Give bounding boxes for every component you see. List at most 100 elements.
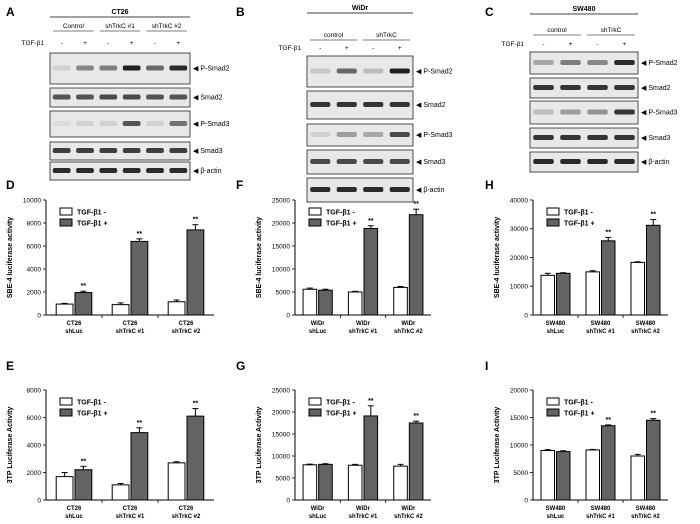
bar xyxy=(646,224,661,316)
treatment-label: TGF-β1 xyxy=(501,41,524,48)
bar xyxy=(556,451,571,501)
blot-strip xyxy=(529,77,639,99)
y-tick-label: 2000 xyxy=(27,289,42,296)
group-label: Control xyxy=(63,23,85,30)
legend-entry: TGF-β1 - xyxy=(77,400,106,407)
band xyxy=(533,60,554,65)
band xyxy=(76,148,94,153)
legend-entry: TGF-β1 - xyxy=(564,400,593,407)
band xyxy=(146,121,164,126)
bar xyxy=(363,228,379,316)
bar xyxy=(540,274,555,316)
chart-h: H 0 10000 20000 30000 40000 SBE-4 luciferase a… xyxy=(485,178,668,335)
y-tick-label: 10000 xyxy=(510,284,528,291)
band xyxy=(560,60,581,65)
y-tick-label: 25000 xyxy=(272,197,290,204)
band xyxy=(389,102,410,107)
bar xyxy=(55,303,74,316)
band xyxy=(336,68,357,74)
y-axis-title: 3TP Luciferase Activity xyxy=(256,407,263,484)
y-tick-label: 30000 xyxy=(510,226,528,233)
band xyxy=(389,132,410,137)
y-tick-label: 10000 xyxy=(272,453,290,460)
band xyxy=(560,135,581,140)
band xyxy=(310,187,331,192)
bar xyxy=(74,292,93,316)
significance-mark: ** xyxy=(368,218,374,225)
band xyxy=(336,159,357,164)
band xyxy=(533,159,554,164)
bar xyxy=(646,419,661,501)
group-label: control xyxy=(324,32,344,39)
legend-entry: TGF-β1 - xyxy=(77,210,106,217)
band xyxy=(169,121,188,126)
category-label: WiDr xyxy=(401,506,416,512)
bar xyxy=(585,271,600,316)
bar xyxy=(186,415,205,501)
lane-sign: - xyxy=(319,45,321,52)
chart-f: F 0 5000 10000 15000 20000 25000 SBE-4 lucifera… xyxy=(236,178,431,335)
band-label: ◀ Smad3 xyxy=(416,159,446,166)
treatment-label: TGF-β1 xyxy=(278,45,301,52)
category-label: WiDr xyxy=(401,321,416,327)
bar xyxy=(363,415,379,501)
category-label: WiDr xyxy=(311,506,326,512)
band-label: ◀ Smad2 xyxy=(416,102,446,109)
significance-mark: ** xyxy=(368,398,374,405)
band xyxy=(363,102,384,107)
category-label: shTrkC #2 xyxy=(631,329,660,335)
category-label: WiDr xyxy=(356,506,371,512)
lane-sign: + xyxy=(569,41,573,48)
cell-line-header: CT26 xyxy=(111,9,128,16)
y-tick-label: 25000 xyxy=(272,387,290,394)
band xyxy=(587,159,608,164)
bar xyxy=(111,304,130,316)
legend-entry: TGF-β1 + xyxy=(564,411,595,418)
y-axis-title: 3TP Luciferase Activity xyxy=(7,407,14,484)
legend-entry: TGF-β1 + xyxy=(77,221,108,228)
band xyxy=(389,68,410,74)
bar xyxy=(393,465,408,501)
lane-sign: - xyxy=(154,40,156,47)
blot-strip xyxy=(49,141,191,161)
legend-swatch xyxy=(546,408,560,417)
legend-entry: TGF-β1 + xyxy=(77,411,108,418)
band-label: ◀ β-actin xyxy=(641,159,670,166)
bar xyxy=(167,462,186,501)
bar xyxy=(302,288,318,316)
blot-strip xyxy=(49,161,191,181)
band xyxy=(310,102,331,107)
significance-mark: ** xyxy=(651,411,657,418)
group-label: control xyxy=(547,27,567,34)
band xyxy=(614,85,635,90)
legend-swatch xyxy=(59,397,73,406)
bar xyxy=(540,450,555,501)
band xyxy=(52,94,71,100)
bar xyxy=(318,463,333,501)
significance-mark: ** xyxy=(413,201,419,208)
band xyxy=(52,148,71,153)
legend-swatch xyxy=(308,207,322,216)
bar xyxy=(318,289,333,316)
band xyxy=(99,65,118,71)
y-tick-label: 0 xyxy=(37,312,41,319)
category-label: shTrkC #1 xyxy=(586,329,615,335)
band xyxy=(363,132,384,137)
legend-entry: TGF-β1 + xyxy=(326,411,357,418)
category-label: SW480 xyxy=(591,506,611,512)
bar xyxy=(111,484,130,501)
blot-strip xyxy=(529,51,639,75)
y-axis-title: SBE-4 luciferase activity xyxy=(256,217,263,298)
blot-panel-b: B WiDr control shTrkC TGF-β1 - + - + ◀ P-Smad2 ◀ S… xyxy=(236,5,453,203)
band-label: ◀ P-Smad3 xyxy=(193,121,230,128)
bar xyxy=(585,449,600,501)
y-tick-label: 20000 xyxy=(272,220,290,227)
y-tick-label: 5000 xyxy=(276,475,291,482)
panel-letter: E xyxy=(6,359,14,373)
category-label: shLuc xyxy=(65,329,83,335)
category-label: shLuc xyxy=(547,329,565,335)
bar xyxy=(167,301,186,316)
category-label: shTrkC #2 xyxy=(394,514,423,520)
band xyxy=(122,148,141,153)
